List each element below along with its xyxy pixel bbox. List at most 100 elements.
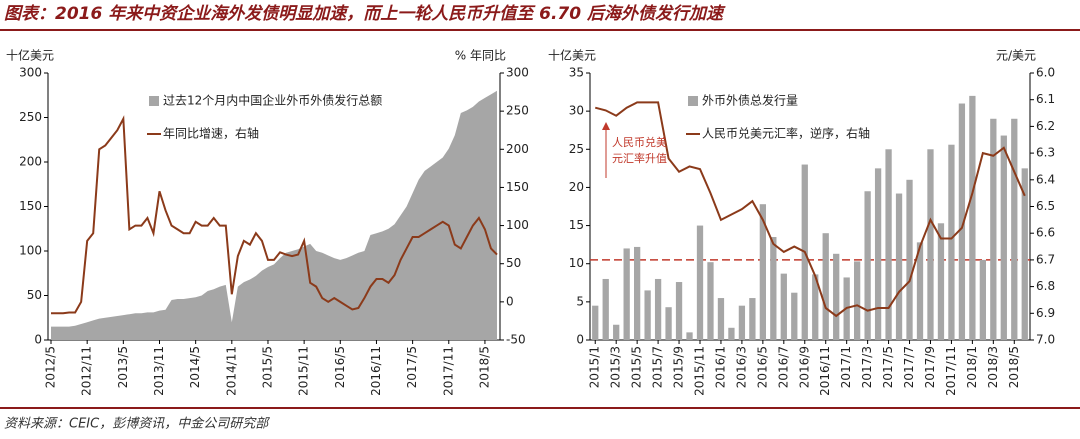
bar [812, 274, 819, 340]
y-tick-label: 15 [569, 218, 584, 232]
y-tick-label: 25 [569, 142, 584, 156]
x-tick-label: 2015/5 [260, 346, 274, 388]
y2-tick-label: -50 [506, 333, 526, 347]
bar [665, 307, 672, 340]
x-tick-label: 2017/7 [902, 346, 916, 388]
x-tick-label: 2015/1 [588, 346, 602, 388]
legend-label: 年同比增速，右轴 [163, 126, 259, 141]
bar [833, 253, 840, 340]
bar [717, 298, 725, 340]
y2-tick-label: 100 [506, 218, 529, 232]
bar [770, 237, 777, 340]
figure-title: 图表：2016 年来中资企业海外发债明显加速，而上一轮人民币升值至 6.70 后… [4, 4, 726, 24]
x-tick-label: 2016/5 [755, 346, 769, 388]
x-tick-label: 2017/9 [923, 346, 937, 388]
y2-tick-label: 6.3 [1036, 146, 1055, 160]
bar [916, 242, 924, 340]
bar [634, 246, 641, 340]
y-tick-label: 20 [569, 180, 584, 194]
annotation: 人民币兑美 [612, 135, 667, 149]
y2-tick-label: 6.7 [1036, 252, 1055, 266]
bar [990, 118, 997, 341]
y2-tick-label: 250 [506, 104, 529, 118]
area [51, 90, 497, 340]
bar [654, 278, 662, 340]
bar [854, 261, 861, 340]
x-tick-label: 2018/1 [965, 346, 979, 388]
x-tick-label: 2016/11 [369, 346, 383, 396]
bar [1000, 135, 1007, 340]
x-tick-label: 2018/3 [986, 346, 1000, 388]
y-axis-title: 十亿美元 [6, 48, 54, 63]
bar [602, 278, 609, 340]
y2-tick-label: 6.8 [1036, 279, 1055, 293]
x-tick-label: 2017/5 [405, 346, 419, 388]
bar [696, 225, 704, 340]
y-tick-label: 5 [576, 294, 584, 308]
bar [864, 191, 871, 340]
bar [791, 292, 798, 340]
y2-tick-label: 0 [506, 294, 514, 308]
y2-tick-label: 7.0 [1036, 333, 1055, 347]
y-tick-label: 150 [19, 199, 42, 213]
x-tick-label: 2018/5 [477, 346, 491, 388]
y2-tick-label: 6.0 [1036, 66, 1055, 80]
x-tick-label: 2013/11 [152, 346, 166, 396]
y-tick-label: 300 [19, 66, 42, 80]
bar [738, 305, 746, 340]
legend-swatch [149, 96, 159, 106]
y-tick-label: 50 [27, 288, 42, 302]
y-tick-label: 10 [569, 256, 584, 270]
bar [885, 149, 892, 340]
bar [979, 259, 986, 340]
x-tick-label: 2018/5 [1007, 346, 1021, 388]
y-tick-label: 0 [34, 333, 42, 347]
y2-tick-label: 6.2 [1036, 119, 1055, 133]
y2-axis-title: % 年同比 [455, 49, 506, 63]
bar [969, 95, 976, 340]
x-tick-label: 2015/3 [609, 346, 623, 388]
y2-tick-label: 300 [506, 66, 529, 80]
bar [1011, 118, 1018, 341]
x-tick-label: 2017/11 [944, 346, 958, 396]
bar [675, 282, 683, 340]
bar [728, 327, 735, 340]
bar [759, 204, 766, 340]
y-tick-label: 250 [19, 110, 42, 124]
x-tick-label: 2016/11 [818, 346, 832, 396]
x-tick-label: 2012/5 [44, 346, 58, 388]
x-tick-label: 2015/9 [672, 346, 686, 388]
y-tick-label: 200 [19, 155, 42, 169]
legend-swatch [688, 96, 698, 106]
x-tick-label: 2014/5 [188, 346, 202, 388]
bar [780, 273, 787, 340]
x-tick-label: 2016/7 [776, 346, 790, 388]
line [594, 101, 1026, 318]
bar [686, 332, 693, 340]
y2-tick-label: 6.5 [1036, 199, 1055, 213]
bar [1021, 168, 1028, 340]
y2-tick-label: 150 [506, 180, 529, 194]
y-axis-title: 十亿美元 [548, 48, 596, 63]
bar [948, 144, 955, 340]
y-tick-label: 30 [569, 104, 584, 118]
x-tick-label: 2016/5 [333, 346, 347, 388]
x-tick-label: 2015/11 [297, 346, 311, 396]
x-tick-label: 2016/1 [713, 346, 727, 388]
arrow-head [602, 122, 610, 130]
x-tick-label: 2017/5 [881, 346, 895, 388]
x-tick-label: 2017/1 [839, 346, 853, 388]
y2-tick-label: 6.9 [1036, 306, 1055, 320]
annotation-arrow [602, 122, 610, 178]
y2-tick-label: 6.1 [1036, 92, 1055, 106]
bar [822, 233, 829, 340]
annotation: 元汇率升值 [612, 151, 667, 165]
bar [613, 324, 620, 340]
bar [592, 305, 599, 340]
bar [749, 298, 756, 340]
legend-label: 外币外债总发行量 [702, 93, 798, 108]
y2-tick-label: 6.6 [1036, 226, 1055, 240]
y2-tick-label: 6.4 [1036, 172, 1055, 186]
legend-label: 人民币兑美元汇率，逆序，右轴 [702, 126, 870, 141]
